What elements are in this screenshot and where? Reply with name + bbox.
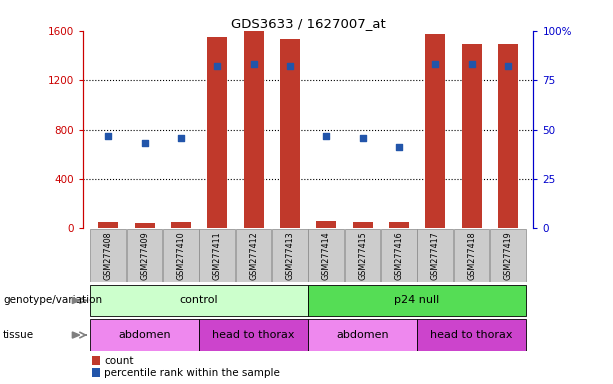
Bar xyxy=(243,31,264,228)
Point xyxy=(466,61,476,68)
FancyBboxPatch shape xyxy=(127,229,162,282)
Text: GSM277414: GSM277414 xyxy=(322,231,330,280)
FancyBboxPatch shape xyxy=(272,229,308,282)
FancyBboxPatch shape xyxy=(345,229,380,282)
FancyBboxPatch shape xyxy=(381,229,417,282)
Point xyxy=(285,63,295,70)
FancyBboxPatch shape xyxy=(490,229,526,282)
Point xyxy=(103,132,113,139)
Text: GSM277417: GSM277417 xyxy=(431,231,440,280)
Point xyxy=(357,134,367,141)
Text: head to thorax: head to thorax xyxy=(430,330,513,340)
Text: p24 null: p24 null xyxy=(394,295,440,306)
FancyBboxPatch shape xyxy=(308,285,526,316)
Text: count: count xyxy=(104,356,134,366)
Text: control: control xyxy=(180,295,218,306)
FancyBboxPatch shape xyxy=(199,229,235,282)
Title: GDS3633 / 1627007_at: GDS3633 / 1627007_at xyxy=(230,17,386,30)
Text: GSM277415: GSM277415 xyxy=(358,231,367,280)
FancyBboxPatch shape xyxy=(417,319,526,351)
Text: abdomen: abdomen xyxy=(336,330,389,340)
Bar xyxy=(134,223,154,228)
Point xyxy=(394,144,404,151)
Bar xyxy=(498,44,518,228)
Bar xyxy=(352,222,373,228)
Point xyxy=(212,63,222,70)
Point xyxy=(430,61,440,68)
Text: GSM277419: GSM277419 xyxy=(503,231,512,280)
Bar xyxy=(171,222,191,228)
Point xyxy=(249,61,259,68)
Point xyxy=(503,63,513,70)
FancyBboxPatch shape xyxy=(308,319,417,351)
Bar xyxy=(425,35,445,228)
Text: abdomen: abdomen xyxy=(118,330,171,340)
Text: GSM277416: GSM277416 xyxy=(394,231,403,280)
Bar xyxy=(389,222,409,228)
Text: percentile rank within the sample: percentile rank within the sample xyxy=(104,368,280,378)
FancyBboxPatch shape xyxy=(90,319,199,351)
Text: GSM277408: GSM277408 xyxy=(104,231,113,280)
Text: GSM277409: GSM277409 xyxy=(140,231,149,280)
FancyBboxPatch shape xyxy=(90,229,126,282)
Text: GSM277410: GSM277410 xyxy=(177,231,185,280)
Text: GSM277412: GSM277412 xyxy=(249,231,258,280)
FancyBboxPatch shape xyxy=(417,229,453,282)
Bar xyxy=(207,37,227,228)
FancyBboxPatch shape xyxy=(199,319,308,351)
Bar xyxy=(98,222,118,228)
Text: GSM277418: GSM277418 xyxy=(467,231,476,280)
Bar xyxy=(316,221,336,228)
FancyBboxPatch shape xyxy=(308,229,344,282)
Text: head to thorax: head to thorax xyxy=(212,330,295,340)
Text: GSM277413: GSM277413 xyxy=(286,231,294,280)
FancyBboxPatch shape xyxy=(454,229,489,282)
Bar xyxy=(462,44,482,228)
Point xyxy=(176,134,186,141)
FancyBboxPatch shape xyxy=(163,229,199,282)
Text: genotype/variation: genotype/variation xyxy=(3,295,102,306)
FancyBboxPatch shape xyxy=(90,285,308,316)
Text: GSM277411: GSM277411 xyxy=(213,231,222,280)
Point xyxy=(140,141,150,147)
Text: tissue: tissue xyxy=(3,330,34,340)
Bar xyxy=(92,356,100,366)
Bar xyxy=(280,40,300,228)
FancyBboxPatch shape xyxy=(236,229,272,282)
Point xyxy=(321,132,331,139)
Bar xyxy=(92,368,100,377)
